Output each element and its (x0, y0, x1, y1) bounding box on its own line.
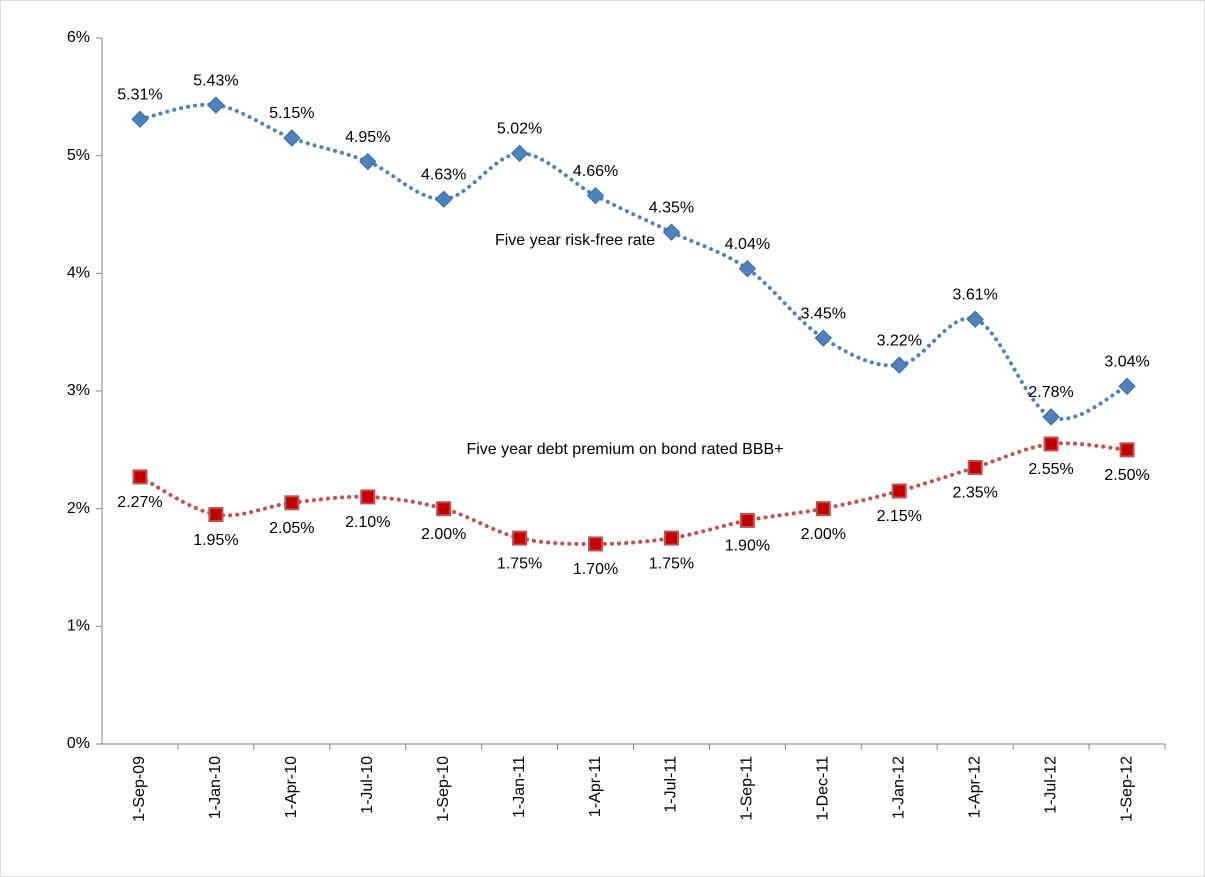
marker (967, 459, 983, 475)
marker (1118, 377, 1136, 396)
marker (586, 186, 605, 205)
data-label: 1.95% (193, 532, 238, 549)
marker (663, 530, 679, 546)
data-label: 1.90% (725, 538, 770, 555)
x-tick-label: 1-Apr-11 (587, 756, 604, 817)
marker (815, 501, 831, 517)
y-tick-label: 1% (67, 618, 90, 635)
x-tick-label: 1-Sep-09 (131, 756, 148, 822)
data-label: 2.05% (269, 520, 314, 537)
data-label: 2.15% (877, 508, 922, 525)
data-label: 2.78% (1028, 384, 1073, 401)
y-tick-label: 2% (67, 500, 90, 517)
data-label: 2.27% (117, 494, 162, 511)
x-tick-label: 1-Sep-12 (1118, 756, 1135, 822)
marker (739, 512, 755, 528)
data-label: 2.00% (801, 526, 846, 543)
series-name: Five year debt premium on bond rated BBB… (466, 441, 783, 458)
data-label: 1.70% (573, 561, 618, 578)
marker (284, 495, 300, 511)
marker (891, 483, 907, 499)
marker (1043, 436, 1059, 452)
data-label: 3.22% (877, 332, 922, 349)
x-tick-label: 1-Jan-11 (511, 756, 528, 818)
data-label: 5.43% (193, 72, 238, 89)
y-tick-label: 3% (67, 382, 90, 399)
x-tick-label: 1-Apr-12 (966, 756, 983, 818)
data-label: 1.75% (497, 555, 542, 572)
data-label: 2.55% (1028, 461, 1073, 478)
marker (208, 507, 224, 523)
x-tick-label: 1-Sep-11 (739, 756, 756, 821)
marker (738, 259, 757, 278)
series-name: Five year risk-free rate (495, 232, 655, 249)
marker (131, 110, 149, 128)
marker (359, 152, 377, 171)
marker (890, 356, 908, 374)
data-label: 5.02% (497, 121, 542, 138)
y-tick-label: 6% (67, 29, 90, 46)
marker (360, 489, 376, 505)
x-tick-label: 1-Sep-10 (435, 756, 452, 822)
marker (132, 469, 148, 485)
marker (512, 530, 528, 546)
marker (588, 536, 604, 552)
data-label: 1.75% (649, 555, 694, 572)
data-label: 4.63% (421, 166, 466, 183)
x-tick-label: 1-Jan-10 (207, 756, 224, 819)
data-label: 3.45% (801, 305, 846, 322)
marker (1042, 408, 1060, 426)
data-label: 5.31% (117, 86, 162, 103)
x-tick-label: 1-Jul-12 (1042, 756, 1059, 814)
marker (434, 190, 453, 208)
data-label: 5.15% (269, 105, 314, 122)
marker (662, 223, 681, 241)
data-label: 4.66% (573, 163, 618, 180)
data-label: 3.61% (952, 286, 997, 303)
x-tick-label: 1-Dec-11 (815, 756, 832, 821)
data-label: 2.00% (421, 526, 466, 543)
x-tick-label: 1-Apr-10 (283, 756, 300, 818)
data-label: 4.04% (725, 236, 770, 253)
y-tick-label: 5% (67, 147, 90, 164)
data-label: 2.50% (1104, 467, 1149, 484)
data-label: 3.04% (1104, 354, 1149, 371)
marker (510, 144, 529, 163)
x-tick-label: 1-Jul-11 (663, 756, 680, 813)
x-tick-label: 1-Jan-12 (890, 756, 907, 819)
marker (1119, 442, 1135, 458)
marker (814, 329, 833, 347)
y-tick-label: 4% (67, 265, 90, 282)
marker (207, 96, 225, 114)
y-tick-label: 0% (67, 735, 90, 752)
marker (966, 310, 984, 328)
marker (283, 129, 301, 147)
marker (436, 501, 452, 517)
x-tick-label: 1-Jul-10 (359, 756, 376, 814)
data-label: 4.95% (345, 129, 390, 146)
data-label: 2.10% (345, 514, 390, 531)
data-label: 4.35% (649, 199, 694, 216)
data-label: 2.35% (952, 485, 997, 502)
